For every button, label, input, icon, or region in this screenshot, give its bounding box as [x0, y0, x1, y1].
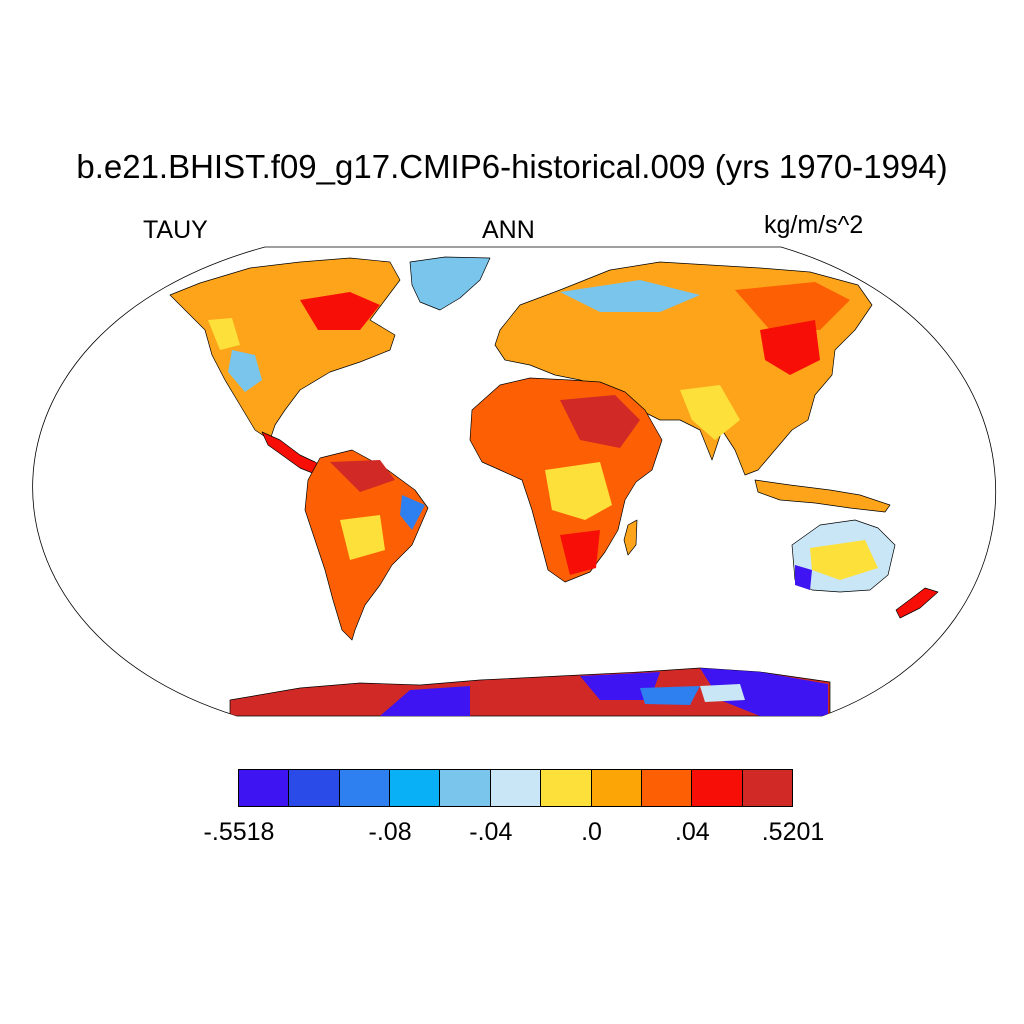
colorbar-box	[741, 769, 793, 807]
colorbar-label: -.04	[469, 818, 513, 846]
colorbar-box	[640, 769, 693, 807]
landmass-indonesia	[754, 479, 891, 513]
colorbar-labels: -.5518 -.08 -.04 .0 .04 .5201	[0, 818, 1024, 848]
field-patch	[735, 282, 850, 330]
variable-label: TAUY	[143, 216, 208, 244]
field-patch	[208, 318, 240, 350]
colorbar-label: .5201	[761, 818, 825, 846]
field-patch	[640, 686, 700, 705]
colorbar-box	[540, 769, 592, 807]
field-patch	[560, 280, 700, 312]
colorbar-box	[288, 769, 340, 807]
colorbar-box	[489, 769, 542, 807]
colorbar-box	[439, 769, 491, 807]
plot-title: b.e21.BHIST.f09_g17.CMIP6-historical.009…	[76, 148, 948, 185]
colorbar-label: -.08	[368, 818, 412, 846]
field-patch	[545, 462, 612, 520]
field-patch	[228, 350, 262, 392]
field-patch	[760, 320, 820, 375]
field-patch	[380, 686, 470, 716]
field-patch	[560, 395, 640, 448]
field-patch	[400, 495, 425, 530]
field-patch	[560, 530, 600, 575]
colorbar-box	[238, 769, 290, 807]
landmass-madagascar	[623, 519, 638, 556]
landmass-greenland	[409, 256, 491, 311]
field-patch	[700, 684, 745, 702]
field-patch	[580, 672, 660, 700]
colorbar-box	[389, 769, 441, 807]
field-patch	[300, 292, 380, 330]
field-patch	[700, 668, 828, 716]
landmass-new-zealand	[895, 587, 939, 619]
colorbar-label: .0	[581, 818, 602, 846]
colorbar-label: .04	[674, 818, 710, 846]
colorbar-box	[590, 769, 642, 807]
field-patch	[340, 515, 385, 560]
field-patch	[795, 565, 812, 590]
colorbar-box	[691, 769, 743, 807]
season-label: ANN	[482, 216, 535, 244]
field-patch	[810, 540, 878, 580]
field-patch	[680, 385, 740, 440]
colorbar-label: -.5518	[203, 818, 275, 846]
field-patch	[330, 460, 395, 492]
colorbar-box	[338, 769, 391, 807]
colorbar	[238, 769, 793, 807]
units-label: kg/m/s^2	[764, 211, 864, 239]
